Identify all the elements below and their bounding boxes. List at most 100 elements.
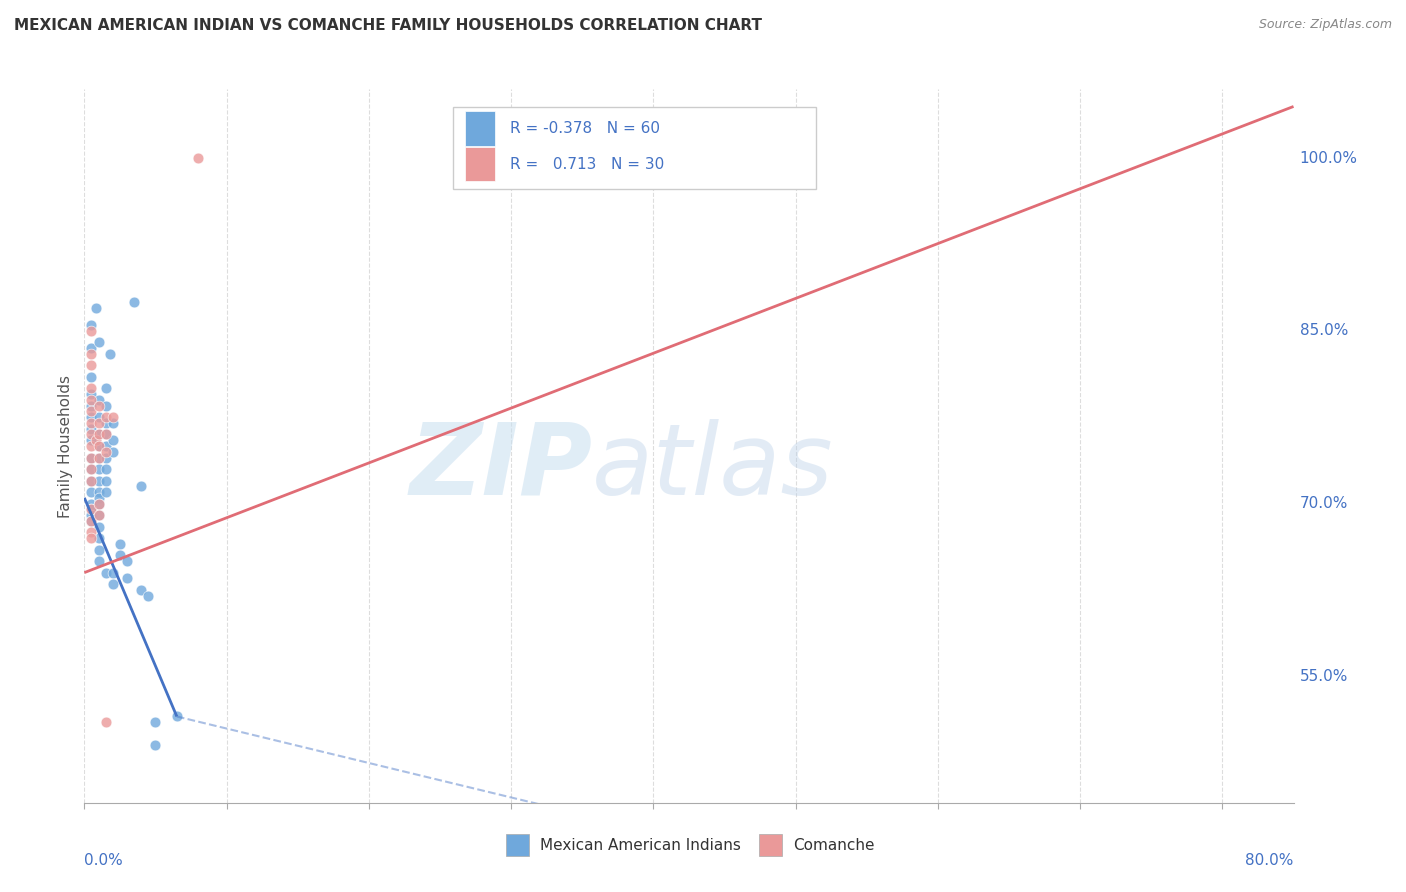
Point	[80, 370, 103, 384]
Point	[101, 416, 124, 430]
Text: MEXICAN AMERICAN INDIAN VS COMANCHE FAMILY HOUSEHOLDS CORRELATION CHART: MEXICAN AMERICAN INDIAN VS COMANCHE FAMI…	[14, 18, 762, 33]
Point	[87, 399, 110, 413]
Point	[129, 479, 152, 493]
Point	[94, 416, 117, 430]
Point	[87, 410, 110, 425]
Point	[94, 715, 117, 730]
Text: 0.0%: 0.0%	[84, 853, 124, 868]
Point	[87, 474, 110, 488]
FancyBboxPatch shape	[465, 147, 495, 181]
Point	[87, 450, 110, 465]
Point	[115, 554, 138, 568]
Point	[87, 439, 110, 453]
Text: Source: ZipAtlas.com: Source: ZipAtlas.com	[1258, 18, 1392, 31]
Point	[94, 439, 117, 453]
Point	[122, 295, 145, 310]
FancyBboxPatch shape	[453, 107, 815, 189]
Point	[87, 519, 110, 533]
Point	[166, 709, 188, 723]
Point	[87, 497, 110, 511]
Point	[80, 514, 103, 528]
Point	[80, 514, 103, 528]
Point	[80, 318, 103, 333]
Point	[80, 404, 103, 418]
Point	[138, 589, 160, 603]
Point	[80, 392, 103, 407]
Point	[87, 439, 110, 453]
Point	[87, 485, 110, 500]
Text: 85.0%: 85.0%	[1299, 324, 1348, 338]
Point	[94, 444, 117, 458]
Point	[87, 450, 110, 465]
Point	[94, 474, 117, 488]
Point	[98, 347, 121, 361]
Point	[87, 497, 110, 511]
Point	[80, 359, 103, 373]
Point	[80, 399, 103, 413]
Text: Mexican American Indians: Mexican American Indians	[540, 838, 741, 853]
Point	[80, 497, 103, 511]
Point	[87, 531, 110, 545]
Point	[80, 387, 103, 401]
Point	[94, 450, 117, 465]
Point	[94, 427, 117, 442]
Point	[87, 427, 110, 442]
Text: ZIP: ZIP	[409, 419, 592, 516]
Point	[187, 151, 209, 165]
Point	[80, 410, 103, 425]
Point	[80, 502, 103, 516]
FancyBboxPatch shape	[465, 112, 495, 145]
Point	[145, 715, 167, 730]
Point	[84, 301, 107, 315]
Point	[80, 324, 103, 338]
Text: 80.0%: 80.0%	[1246, 853, 1294, 868]
Point	[94, 427, 117, 442]
Point	[80, 525, 103, 540]
Text: R =   0.713   N = 30: R = 0.713 N = 30	[510, 157, 664, 171]
Point	[108, 549, 131, 563]
Point	[80, 462, 103, 476]
Point	[87, 491, 110, 505]
Point	[101, 444, 124, 458]
Text: atlas: atlas	[592, 419, 834, 516]
Point	[87, 427, 110, 442]
Point	[80, 474, 103, 488]
Point	[101, 566, 124, 580]
Point	[87, 508, 110, 522]
Point	[87, 335, 110, 350]
Point	[80, 422, 103, 436]
Point	[80, 347, 103, 361]
Point	[94, 381, 117, 395]
Point	[80, 508, 103, 522]
Point	[87, 416, 110, 430]
Text: 70.0%: 70.0%	[1299, 496, 1348, 511]
Point	[87, 462, 110, 476]
Point	[80, 450, 103, 465]
Point	[80, 439, 103, 453]
Text: 100.0%: 100.0%	[1299, 151, 1358, 166]
Point	[87, 542, 110, 557]
Point	[94, 410, 117, 425]
Point	[94, 485, 117, 500]
Point	[80, 427, 103, 442]
Point	[80, 531, 103, 545]
Point	[87, 554, 110, 568]
Point	[101, 434, 124, 448]
Point	[94, 462, 117, 476]
Point	[80, 434, 103, 448]
Point	[101, 410, 124, 425]
Point	[80, 462, 103, 476]
Point	[145, 738, 167, 752]
Point	[80, 474, 103, 488]
Point	[87, 508, 110, 522]
Point	[80, 381, 103, 395]
Point	[80, 416, 103, 430]
Text: 55.0%: 55.0%	[1299, 669, 1348, 683]
Point	[80, 502, 103, 516]
Point	[80, 450, 103, 465]
Point	[94, 399, 117, 413]
Point	[115, 571, 138, 585]
Y-axis label: Family Households: Family Households	[58, 375, 73, 517]
Point	[80, 485, 103, 500]
Point	[129, 582, 152, 597]
